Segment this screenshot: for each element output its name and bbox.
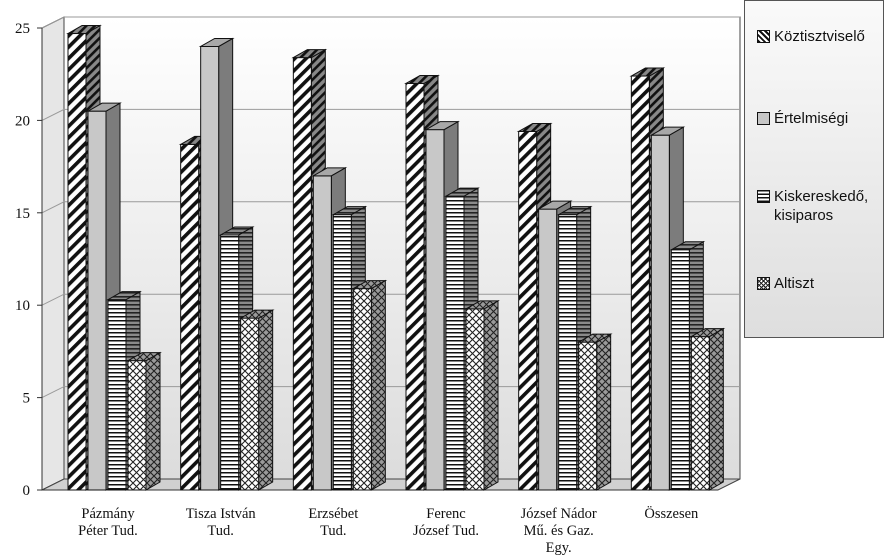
bar-top: [291, 49, 328, 59]
x-tick-label: Összesen: [644, 505, 699, 522]
y-tick-label: 10: [15, 298, 30, 314]
bar: [445, 195, 465, 491]
bar-top: [66, 25, 102, 35]
bar-top: [331, 206, 368, 216]
bar: [558, 214, 578, 491]
bar: [87, 110, 107, 491]
bar: [518, 130, 538, 491]
bar-top: [238, 309, 275, 319]
legend-label: Köztisztviselő: [774, 28, 865, 45]
legend-label: Kiskereskedő, kisiparos: [774, 188, 869, 224]
x-tick-label: Pázmány Péter Tud.: [78, 506, 138, 539]
legend-item: Altiszt: [757, 274, 814, 293]
legend-item: Köztisztviselő: [757, 27, 865, 46]
bar-top: [86, 102, 122, 112]
legend-label: Értelmiségi: [774, 110, 849, 127]
bar-top: [106, 291, 142, 301]
gridline: [41, 201, 740, 214]
x-tick-label: Erzsébet Tud.: [308, 506, 358, 539]
bar: [332, 214, 352, 491]
legend-swatch: [757, 190, 770, 203]
bar: [220, 234, 240, 491]
bar: [650, 134, 670, 491]
legend-swatch: [757, 112, 770, 125]
side-wall: [41, 16, 65, 491]
legend-item: Értelmiségi: [757, 109, 848, 128]
bar: [292, 57, 312, 491]
bar-top: [218, 226, 255, 236]
bar: [578, 341, 598, 491]
gridline: [41, 386, 740, 399]
bar-side: [483, 300, 499, 491]
gridline: [41, 108, 740, 121]
bar-top: [311, 167, 348, 177]
gridline: [41, 293, 740, 306]
bar-side: [708, 327, 724, 491]
bar-top: [649, 126, 686, 136]
bar-side: [145, 351, 161, 491]
bar-top: [351, 280, 388, 290]
x-tick-label: Ferenc József Tud.: [413, 506, 479, 539]
bar: [107, 299, 127, 491]
bar: [200, 45, 220, 491]
y-tick-label: 20: [15, 113, 30, 129]
bar: [465, 308, 485, 491]
y-tick-label: 0: [23, 483, 31, 499]
bar: [670, 249, 690, 491]
legend: Köztisztviselő Értelmiségi Kiskereskedő, ki…: [744, 0, 884, 338]
bar-top: [464, 300, 500, 310]
bar: [538, 208, 558, 491]
bar-top: [689, 328, 726, 338]
bar: [312, 175, 332, 491]
legend-label: Altiszt: [774, 275, 815, 292]
legend-item: Kiskereskedő, kisiparos: [757, 187, 868, 225]
y-tick-label: 25: [15, 21, 30, 37]
bar: [425, 129, 445, 491]
x-tick-label: Tisza István Tud.: [186, 506, 257, 539]
bar-top: [126, 352, 162, 362]
bar: [352, 288, 372, 491]
legend-swatch: [757, 30, 770, 43]
bar-side: [370, 279, 386, 491]
bar-top: [404, 74, 440, 84]
bar-top: [576, 333, 613, 343]
y-tick-label: 15: [15, 206, 30, 222]
bar-top: [516, 122, 553, 132]
y-tick-label: 5: [23, 391, 31, 407]
bar: [630, 75, 650, 491]
bar-top: [536, 200, 573, 210]
bar-side: [258, 309, 274, 491]
x-tick-label: József Nádor Mű. és Gaz. Egy.: [521, 506, 597, 556]
bar: [180, 143, 200, 491]
bar-top: [198, 37, 235, 47]
bar-top: [444, 187, 480, 197]
gridline: [41, 16, 740, 29]
bar-top: [556, 206, 593, 216]
bar: [67, 33, 87, 491]
bar-side: [596, 333, 612, 491]
bar-top: [424, 121, 460, 131]
bar-top: [669, 241, 706, 251]
legend-swatch: [757, 277, 770, 290]
bar-top: [629, 67, 666, 77]
bar: [127, 360, 147, 491]
bar: [405, 82, 425, 491]
bar: [690, 336, 710, 491]
bar: [240, 317, 260, 491]
